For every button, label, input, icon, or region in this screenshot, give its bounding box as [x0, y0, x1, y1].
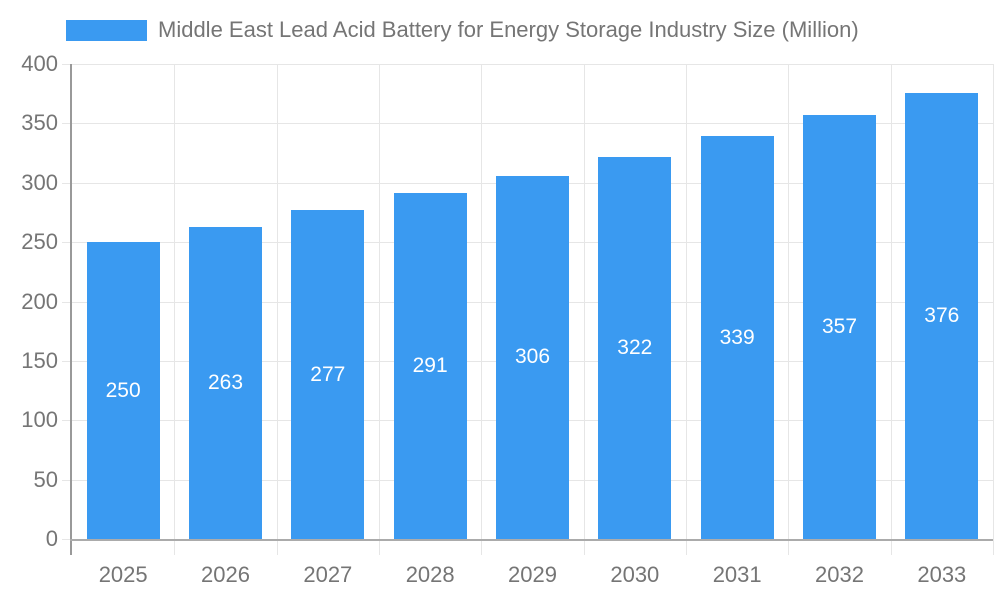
x-axis-label: 2028 — [405, 562, 455, 587]
bar[interactable] — [700, 136, 774, 539]
y-axis-tick — [62, 360, 72, 362]
chart-title: Middle East Lead Acid Battery for Energy… — [158, 17, 859, 42]
x-axis-tick — [481, 539, 483, 555]
x-axis-tick — [276, 539, 278, 555]
bar[interactable] — [291, 210, 365, 539]
x-axis-label: 2030 — [610, 562, 660, 587]
y-axis-tick — [62, 479, 72, 481]
bar-value-label: 376 — [924, 303, 960, 327]
y-axis-label: 400 — [21, 51, 58, 76]
gridline-v — [481, 64, 483, 539]
bar-value-label: 263 — [207, 370, 244, 394]
x-axis-label: 2031 — [712, 562, 762, 587]
bar[interactable] — [393, 193, 467, 539]
x-axis-label: 2029 — [508, 562, 557, 587]
x-axis-tick — [890, 539, 892, 555]
x-axis-label: 2027 — [303, 562, 353, 587]
y-axis-label: 150 — [21, 347, 58, 373]
bar-value-label: 277 — [310, 362, 346, 386]
y-axis-label: 300 — [21, 169, 58, 195]
x-axis-tick — [583, 539, 585, 555]
y-axis-tick — [62, 420, 72, 422]
y-axis-label: 50 — [33, 466, 58, 492]
y-axis-label: 250 — [21, 229, 58, 255]
legend-swatch[interactable] — [66, 20, 147, 41]
gridline-v — [174, 64, 176, 539]
gridline-v — [276, 64, 278, 539]
bar[interactable] — [803, 115, 876, 539]
gridline-v — [583, 64, 585, 539]
x-axis-tick — [379, 539, 380, 555]
x-axis-tick — [686, 539, 687, 555]
gridline-v — [890, 64, 892, 539]
bar[interactable] — [905, 92, 979, 539]
y-axis-tick — [62, 123, 72, 125]
x-axis-tick — [174, 539, 176, 555]
bar-value-label: 339 — [719, 325, 755, 349]
bar-value-label: 357 — [821, 315, 858, 339]
y-axis-tick — [62, 64, 72, 65]
bar-value-label: 322 — [617, 335, 653, 359]
bar[interactable] — [86, 242, 160, 539]
gridline-h — [72, 64, 993, 65]
y-axis-tick — [62, 242, 72, 244]
bar[interactable] — [496, 175, 569, 539]
y-axis-label: 100 — [21, 407, 58, 433]
bar-value-label: 250 — [105, 378, 141, 402]
bar[interactable] — [189, 226, 262, 539]
gridline-v — [788, 64, 790, 539]
x-axis-label: 2032 — [815, 562, 864, 587]
x-axis-tick — [993, 539, 994, 555]
x-axis-label: 2033 — [917, 562, 967, 587]
x-axis-label: 2025 — [98, 562, 148, 587]
y-axis-tick — [62, 539, 72, 540]
y-axis-label: 200 — [21, 288, 58, 314]
gridline-v — [993, 64, 994, 539]
y-axis-label: 350 — [21, 110, 58, 136]
gridline-v — [379, 64, 380, 539]
y-axis-tick — [62, 301, 72, 303]
y-axis-label: 0 — [45, 526, 58, 551]
x-axis-tick — [788, 539, 790, 555]
x-axis-line — [70, 539, 993, 541]
y-axis-line — [70, 64, 72, 555]
y-axis-tick — [62, 182, 72, 184]
bar-value-label: 306 — [514, 345, 551, 369]
bar-value-label: 291 — [412, 354, 448, 378]
bar[interactable] — [598, 156, 672, 539]
x-axis-label: 2026 — [201, 562, 250, 587]
gridline-h — [72, 123, 993, 125]
gridline-v — [686, 64, 687, 539]
